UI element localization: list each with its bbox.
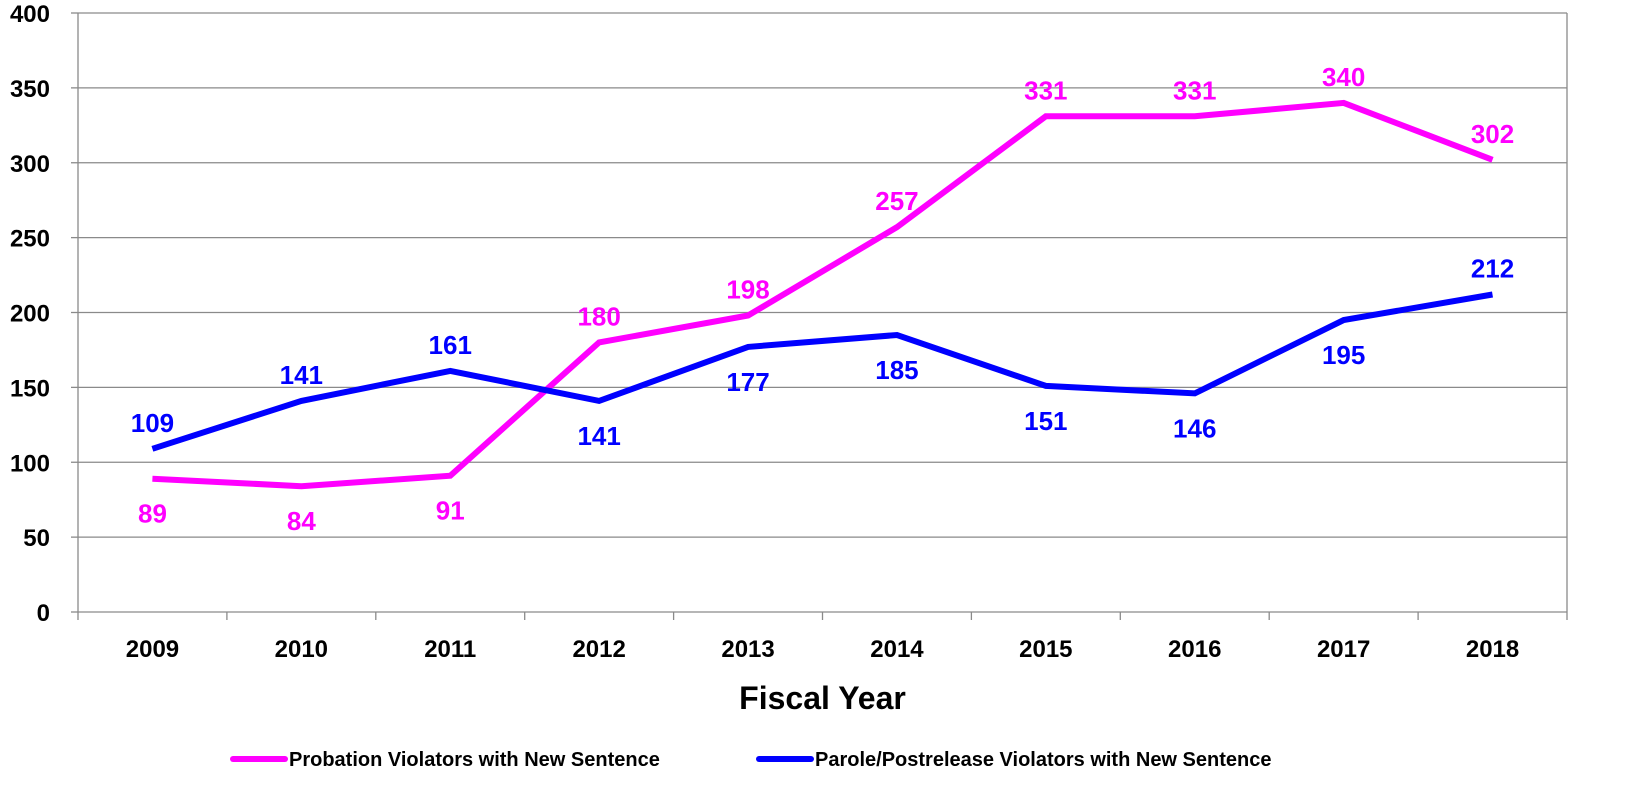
data-label: 185 xyxy=(875,355,918,385)
y-tick-label: 0 xyxy=(37,600,50,627)
data-label: 84 xyxy=(287,506,316,536)
data-label: 302 xyxy=(1471,119,1514,149)
series-line-1 xyxy=(152,99,1494,490)
x-axis-ticks: 2009 2010 2011 2012 2013 2014 2015 2016 2017 2018 xyxy=(77,612,1568,663)
y-tick-label: 350 xyxy=(10,76,50,103)
data-labels: 89 84 91 180 198 257 331 331 340 302 109 141 161 141 1… xyxy=(131,62,1514,536)
series-line-2 xyxy=(151,291,1494,452)
x-tick-label: 2017 xyxy=(1317,636,1370,663)
x-tick-label: 2016 xyxy=(1168,636,1221,663)
y-tick-label: 200 xyxy=(10,301,50,328)
y-tick-label: 150 xyxy=(10,375,50,402)
data-label: 141 xyxy=(280,360,323,390)
y-tick-label: 50 xyxy=(23,525,50,552)
x-tick-label: 2013 xyxy=(721,636,774,663)
data-label: 91 xyxy=(436,496,465,526)
data-label: 198 xyxy=(726,274,769,304)
data-label: 340 xyxy=(1322,62,1365,92)
series-lines xyxy=(151,99,1494,490)
y-tick-label: 400 xyxy=(10,1,50,28)
data-label: 180 xyxy=(577,301,620,331)
legend: Probation Violators with New Sentence Par… xyxy=(230,749,1271,771)
x-tick-label: 2018 xyxy=(1466,636,1519,663)
data-label: 109 xyxy=(131,408,174,438)
x-tick-label: 2011 xyxy=(424,636,476,663)
data-label: 212 xyxy=(1471,254,1514,284)
x-tick-label: 2010 xyxy=(275,636,328,663)
x-tick-label: 2014 xyxy=(870,636,924,663)
y-axis-ticks: 0 50 100 150 200 250 300 350 400 xyxy=(10,1,78,627)
data-label: 146 xyxy=(1173,413,1216,443)
y-tick-label: 300 xyxy=(10,151,50,178)
x-axis-title: Fiscal Year xyxy=(739,680,906,716)
data-label: 89 xyxy=(138,499,167,529)
x-tick-label: 2015 xyxy=(1019,636,1072,663)
x-tick-label: 2012 xyxy=(572,636,625,663)
data-label: 331 xyxy=(1173,75,1216,105)
data-label: 161 xyxy=(429,330,472,360)
y-tick-label: 100 xyxy=(10,450,50,477)
data-label: 331 xyxy=(1024,75,1067,105)
data-label: 141 xyxy=(577,421,620,451)
data-label: 195 xyxy=(1322,340,1365,370)
x-tick-label: 2009 xyxy=(126,636,179,663)
data-label: 177 xyxy=(726,367,769,397)
legend-label: Parole/Postrelease Violators with New Se… xyxy=(815,749,1271,771)
y-tick-label: 250 xyxy=(10,226,50,253)
data-label: 257 xyxy=(875,186,918,216)
data-label: 151 xyxy=(1024,406,1067,436)
gridlines xyxy=(78,12,1567,538)
legend-label: Probation Violators with New Sentence xyxy=(289,749,660,771)
